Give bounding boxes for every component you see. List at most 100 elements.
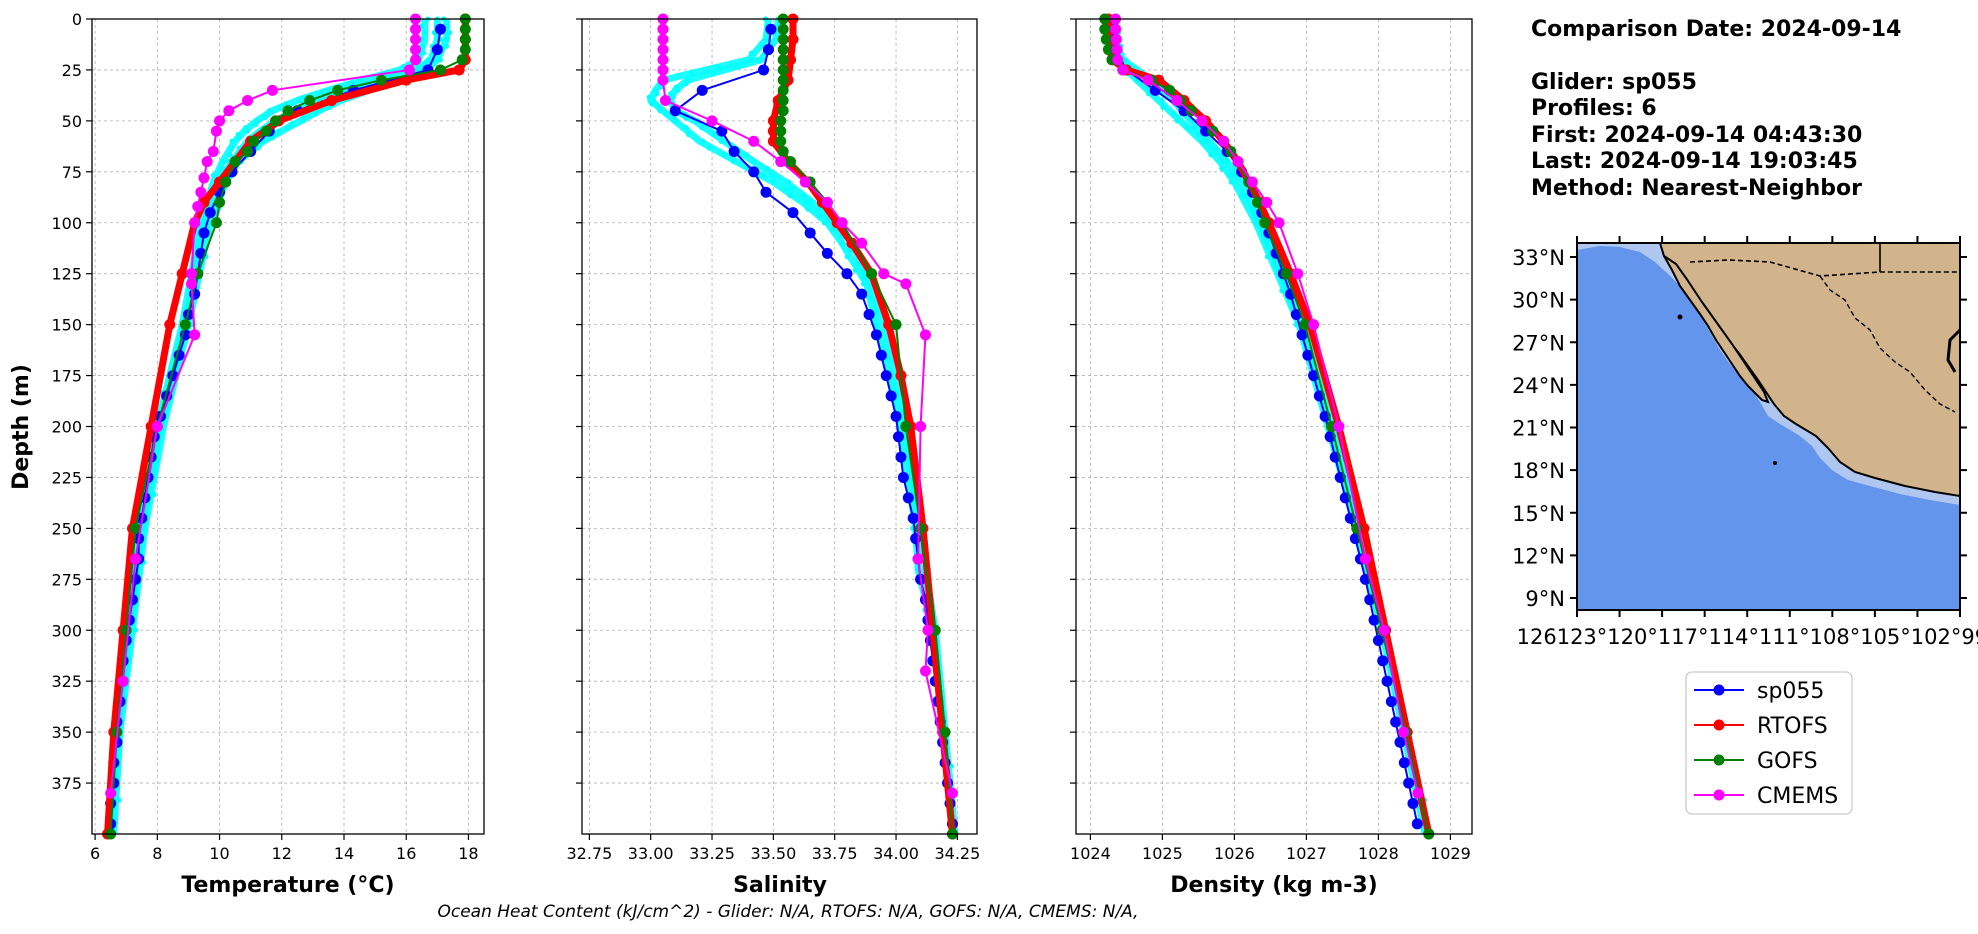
salinity-series-point-gofs — [777, 44, 789, 56]
salinity-series-point-sp055 — [902, 492, 914, 504]
temperature-series-point-cmems — [198, 172, 210, 184]
temperature-series-point-cmems — [192, 200, 204, 212]
salinity-glider-cast-point — [646, 94, 652, 100]
density-series-point-gofs — [1280, 268, 1292, 280]
salinity-series-point-gofs — [890, 319, 902, 331]
salinity-series-point-gofs — [777, 105, 789, 117]
salinity-series-point-cmems — [657, 54, 669, 66]
salinity-series-point-cmems — [922, 624, 934, 636]
salinity-series-point-cmems — [659, 95, 671, 106]
temperature-glider-cast-point — [235, 135, 241, 141]
salinity-glider-cast-point — [706, 145, 712, 151]
density-series-point-sp055 — [1290, 308, 1302, 320]
density-series-point-gofs — [1299, 319, 1311, 331]
density-glider-cast-point — [1293, 322, 1299, 328]
salinity-series-point-cmems — [657, 44, 669, 56]
density-series-point-sp055 — [1411, 818, 1423, 830]
baja-california — [1663, 255, 1770, 404]
salinity-panel: 32.75 33.00 33.25 33.50 33.75 34.00 34.25 Sali… — [566, 13, 980, 898]
salinity-glider-cast-point — [721, 152, 727, 158]
temperature-series-point-gofs — [242, 145, 254, 157]
depth-tick-label: 0 — [72, 10, 82, 29]
salinity-series-point-sp055 — [765, 23, 777, 35]
temperature-glider-cast-point — [116, 797, 122, 803]
salinity-series-point-cmems — [946, 787, 958, 799]
salinity-glider-cast-point — [807, 199, 813, 205]
salinity-series-point-gofs — [939, 726, 951, 738]
density-glider-cast-point — [1220, 159, 1226, 165]
salinity-glider-cast-point — [789, 186, 795, 192]
density-data — [1099, 13, 1435, 840]
info-block: Comparison Date: 2024-09-14 Glider: sp05… — [1531, 17, 1901, 201]
salinity-glider-cast-point — [801, 192, 807, 199]
salinity-series-point-sp055 — [895, 451, 907, 463]
temperature-glider-cast-point — [421, 50, 427, 56]
density-series-point-sp055 — [1398, 757, 1410, 769]
salinity-series-point-cmems — [657, 33, 669, 45]
temperature-series-point-cmems — [242, 95, 254, 106]
density-series-point-cmems — [1171, 95, 1183, 106]
density-series-point-cmems — [1196, 115, 1208, 127]
legend: sp055 RTOFS GOFS CMEMS — [1685, 671, 1853, 815]
interpolation-method: Method: Nearest-Neighbor — [1531, 176, 1862, 201]
salinity-glider-cast-point — [748, 50, 755, 56]
density-series-point-sp055 — [1394, 736, 1406, 748]
density-glider-cast-point — [1232, 165, 1238, 172]
temperature-series-point-sp055 — [434, 23, 446, 35]
temperature-glider-cast-point — [437, 57, 443, 63]
density-series-point-sp055 — [1308, 370, 1320, 382]
density-series-point-gofs — [1100, 33, 1112, 45]
temperature-glider-cast-point — [253, 121, 259, 127]
density-glider-cast-point — [1174, 118, 1180, 124]
density-series-point-cmems — [1412, 787, 1424, 799]
density-series-point-gofs — [1099, 23, 1111, 35]
salinity-glider-cast-point — [654, 91, 660, 97]
density-series-point-sp055 — [1381, 675, 1393, 687]
temperature-x-tick-label: 14 — [334, 844, 354, 863]
temperature-series-point-cmems — [403, 64, 415, 76]
salinity-series-point-cmems — [748, 135, 760, 147]
legend-marker-cmems — [1713, 789, 1725, 801]
temperature-x-tick-label: 10 — [209, 844, 229, 863]
legend-box — [1685, 671, 1853, 815]
temperature-series-point-gofs — [434, 64, 446, 76]
temperature-glider-cast-point — [132, 627, 139, 633]
density-grid — [1076, 18, 1472, 834]
depth-tick-label: 125 — [51, 265, 82, 284]
profile-count: Profiles: 6 — [1531, 96, 1657, 121]
salinity-series-point-sp055 — [669, 105, 681, 117]
salinity-glider-cast-point — [744, 152, 750, 158]
salinity-glider-cast-point — [718, 138, 724, 144]
density-glider-cast-point — [1160, 104, 1166, 110]
temperature-x-tick-label: 6 — [90, 844, 100, 863]
island-marker — [1773, 461, 1777, 465]
salinity-series-point-gofs — [775, 135, 787, 147]
temperature-data — [102, 13, 471, 840]
temperature-series-point-gofs — [459, 33, 471, 45]
legend-marker-gofs — [1713, 754, 1725, 766]
temperature-series-point-cmems — [130, 553, 142, 565]
density-series-point-cmems — [1333, 421, 1345, 432]
salinity-x-ticks: 32.75 33.00 33.25 33.50 33.75 34.00 34.25 — [566, 834, 980, 863]
depth-tick-label: 325 — [51, 672, 82, 691]
temperature-glider-cast-point — [228, 145, 234, 151]
density-glider-cast-point — [1249, 206, 1255, 212]
salinity-glider-cast-point — [805, 206, 811, 212]
temperature-series-point-gofs — [459, 44, 471, 56]
depth-tick-label: 175 — [51, 367, 82, 386]
temperature-glider-cast-point — [357, 77, 363, 83]
temperature-glider-cast-point — [276, 128, 282, 134]
temperature-glider-cast-point — [326, 104, 332, 110]
salinity-glider-cast-point — [860, 281, 867, 287]
legend-items: sp055 RTOFS GOFS CMEMS — [1694, 679, 1838, 809]
salinity-glider-cast-point — [839, 240, 845, 246]
density-glider-cast-point — [1212, 145, 1218, 151]
temperature-series-point-cmems — [223, 105, 235, 117]
salinity-series-point-cmems — [912, 553, 924, 565]
salinity-glider-cast-point — [885, 355, 891, 362]
temperature-x-tick-label: 16 — [396, 844, 416, 863]
density-series-point-cmems — [1117, 64, 1129, 76]
density-glider-cast-point — [1253, 220, 1259, 226]
temperature-series-point-gofs — [456, 54, 468, 66]
salinity-series-point-gofs — [777, 33, 789, 45]
